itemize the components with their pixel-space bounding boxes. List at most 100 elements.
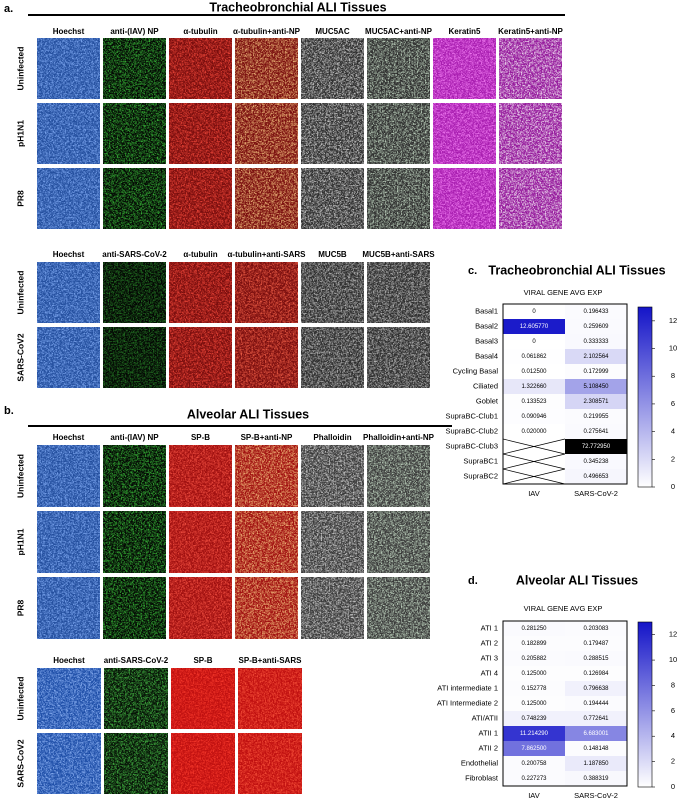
column-header: MUC5B+anti-SARS [362, 250, 435, 259]
row-label: Basal3 [475, 336, 498, 345]
colorbar-label: 6 [671, 399, 675, 408]
heatmap-cell [503, 364, 565, 379]
micrograph-texture [169, 168, 232, 229]
cell-value: 0.125000 [521, 671, 547, 677]
micrograph-texture [301, 103, 364, 164]
micrograph-texture [169, 445, 232, 507]
row-label: ATII 1 [479, 728, 498, 737]
row-label: SupraBC-Club1 [445, 411, 498, 420]
colorbar-label: 0 [671, 782, 675, 791]
cell-value: 1.322660 [521, 384, 547, 390]
column-label: IAV [528, 489, 540, 498]
cell-value: 2.308571 [583, 399, 609, 405]
column-header: anti-SARS-CoV-2 [104, 656, 169, 665]
micrograph-texture [433, 168, 496, 229]
cell-value: 0.772641 [583, 716, 609, 722]
cell-value: 0.281250 [521, 626, 547, 632]
micrograph-texture [37, 445, 100, 507]
micrograph-texture [433, 103, 496, 164]
row-label: Basal2 [475, 321, 498, 330]
row-label: ATI 4 [481, 668, 498, 677]
cell-value: 7.862500 [521, 746, 547, 752]
cell-value: 0.748239 [521, 716, 547, 722]
column-header: anti-(IAV) NP [110, 27, 159, 36]
colorbar [637, 306, 653, 488]
column-header: Hoechst [53, 250, 85, 259]
column-header: α-tubulin [183, 27, 217, 36]
heatmap-cell [503, 424, 565, 439]
cell-value: 0.205882 [521, 656, 547, 662]
micrograph-texture [367, 327, 430, 388]
column-header: SP-B [193, 656, 212, 665]
heatmap-frame [502, 620, 628, 787]
column-header: Phalloidin+anti-NP [363, 433, 435, 442]
colorbar [637, 621, 653, 788]
micrograph-texture [169, 38, 232, 99]
cell-value: 0.012500 [521, 369, 547, 375]
micrograph-texture [169, 327, 232, 388]
column-header: α-tubulin [183, 250, 217, 259]
micrograph-texture [301, 262, 364, 323]
heatmap-cell [565, 621, 627, 636]
heatmap-cell [503, 741, 565, 756]
micrograph-texture [103, 103, 166, 164]
micrograph-texture [103, 327, 166, 388]
cell-value: 0.179487 [583, 641, 609, 647]
row-label: Uninfected [15, 677, 25, 721]
row-label: Cycling Basal [453, 366, 499, 375]
heatmap-cell [565, 696, 627, 711]
panel-title: Alveolar ALI Tissues [187, 407, 309, 421]
cell-value: 0.288515 [583, 656, 609, 662]
heatmap-cell [565, 681, 627, 696]
heatmap-cell [565, 666, 627, 681]
row-label: Uninfected [15, 454, 25, 498]
row-label: ATI 1 [481, 623, 498, 632]
empty-cross [502, 468, 566, 485]
row-label: Basal4 [475, 351, 498, 360]
heatmap-cell [503, 349, 565, 364]
micrograph-texture [235, 262, 298, 323]
heatmap-frame [502, 303, 628, 485]
heatmap-cell [565, 711, 627, 726]
micrograph-texture [103, 262, 166, 323]
row-label: SupraBC2 [463, 471, 498, 480]
micrograph-texture [37, 577, 100, 639]
micrograph-texture [235, 327, 298, 388]
micrograph-texture [367, 262, 430, 323]
micrograph-texture [235, 511, 298, 573]
micrograph-texture [103, 511, 166, 573]
panel-label: a. [4, 3, 13, 15]
micrograph-texture [301, 511, 364, 573]
row-label: pH1N1 [15, 528, 25, 555]
cell-value: 0.227273 [521, 776, 547, 782]
micrograph-texture [103, 577, 166, 639]
panel-title: Tracheobronchial ALI Tissues [209, 0, 386, 14]
colorbar-label: 12 [669, 630, 677, 639]
micrograph-texture [367, 38, 430, 99]
colorbar-label: 8 [671, 371, 675, 380]
heatmap-subtitle: VIRAL GENE AVG EXP [524, 604, 603, 613]
cell-value: 0.196433 [583, 309, 609, 315]
heatmap-cell [503, 304, 565, 319]
micrograph-texture [235, 38, 298, 99]
row-label: Uninfected [15, 271, 25, 315]
heatmap-cell [565, 741, 627, 756]
panel-title: Alveolar ALI Tissues [516, 573, 638, 587]
heatmap-cell [565, 379, 627, 394]
heatmap-cell [565, 469, 627, 484]
cell-value: 0.200758 [521, 761, 547, 767]
row-label: SupraBC-Club3 [445, 441, 498, 450]
cell-value: 0.125000 [521, 701, 547, 707]
micrograph-texture [367, 445, 430, 507]
micrograph-texture [235, 103, 298, 164]
colorbar-label: 0 [671, 482, 675, 491]
micrograph-texture [169, 577, 232, 639]
cell-value: 0.345238 [583, 459, 609, 465]
micrograph-texture [37, 38, 100, 99]
cell-value: 0.172999 [583, 369, 609, 375]
cell-value: 5.108450 [583, 384, 609, 390]
heatmap-cell [503, 726, 565, 741]
